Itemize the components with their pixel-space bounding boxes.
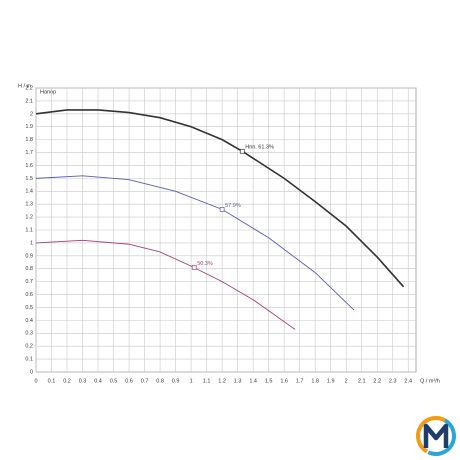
annotation: 50.3%: [197, 261, 213, 267]
y-tick-label: 1.7: [25, 150, 33, 156]
x-tick-label: 2.3: [389, 378, 397, 384]
y-tick-label: 0.6: [25, 292, 33, 298]
x-tick-label: 0.9: [172, 378, 180, 384]
efficiency-marker: [219, 206, 225, 212]
x-tick-label: 0.8: [156, 378, 164, 384]
x-tick-label: 0.5: [110, 378, 118, 384]
y-tick-label: 1.6: [25, 163, 33, 169]
y-tick-label: 2.2: [25, 85, 33, 91]
curve: [35, 109, 405, 288]
y-tick-label: 1.1: [25, 227, 33, 233]
x-tick-label: 0: [34, 378, 37, 384]
y-tick-label: 0.7: [25, 279, 33, 285]
x-tick-label: 1.2: [218, 378, 226, 384]
y-tick-label: 1.2: [25, 215, 33, 221]
y-tick-label: 1.3: [25, 202, 33, 208]
x-tick-label: 1: [190, 378, 193, 384]
x-tick-label: 2.2: [373, 378, 381, 384]
x-tick-label: 0.6: [125, 378, 133, 384]
x-tick-label: 0.3: [79, 378, 87, 384]
annotation: 57.9%: [225, 203, 241, 209]
x-tick-label: 2.1: [358, 378, 366, 384]
x-tick-label: 0.2: [63, 378, 71, 384]
y-tick-label: 0.2: [25, 344, 33, 350]
annotation: Ηпп. 61.3%: [245, 145, 274, 151]
x-tick-label: 1.6: [280, 378, 288, 384]
y-tick-label: 0.8: [25, 266, 33, 272]
x-axis-label: Q / m³/h: [420, 378, 440, 384]
y-tick-label: 0.3: [25, 331, 33, 337]
chart-title: Напор: [40, 89, 56, 95]
y-tick-label: 0: [30, 369, 33, 375]
y-axis-label: H / m: [18, 83, 32, 89]
curve: [35, 175, 355, 311]
y-tick-label: 2.1: [25, 98, 33, 104]
x-tick-label: 0.4: [94, 378, 102, 384]
x-tick-label: 1.4: [249, 378, 257, 384]
y-tick-label: 0.4: [25, 318, 33, 324]
logo: [415, 416, 456, 456]
x-tick-label: 1.7: [296, 378, 304, 384]
y-tick-label: 2: [30, 111, 33, 117]
y-tick-label: 1.5: [25, 176, 33, 182]
x-tick-label: 2: [345, 378, 348, 384]
curve: [35, 239, 296, 330]
y-tick-label: 0.5: [25, 305, 33, 311]
x-tick-label: 0.7: [141, 378, 149, 384]
x-tick-label: 1.9: [327, 378, 335, 384]
y-tick-label: 1: [30, 240, 33, 246]
y-tick-label: 1.8: [25, 137, 33, 143]
x-tick-label: 2.4: [404, 378, 412, 384]
y-tick-label: 0.9: [25, 253, 33, 259]
y-tick-label: 0.1: [25, 357, 33, 363]
y-tick-label: 1.9: [25, 124, 33, 130]
efficiency-marker: [239, 148, 245, 154]
x-tick-label: 1.1: [203, 378, 211, 384]
x-tick-label: 0.1: [48, 378, 56, 384]
x-tick-label: 1.8: [311, 378, 319, 384]
x-tick-label: 1.5: [265, 378, 273, 384]
x-tick-label: 1.3: [234, 378, 242, 384]
efficiency-marker: [191, 265, 197, 270]
y-tick-label: 1.4: [25, 189, 33, 195]
